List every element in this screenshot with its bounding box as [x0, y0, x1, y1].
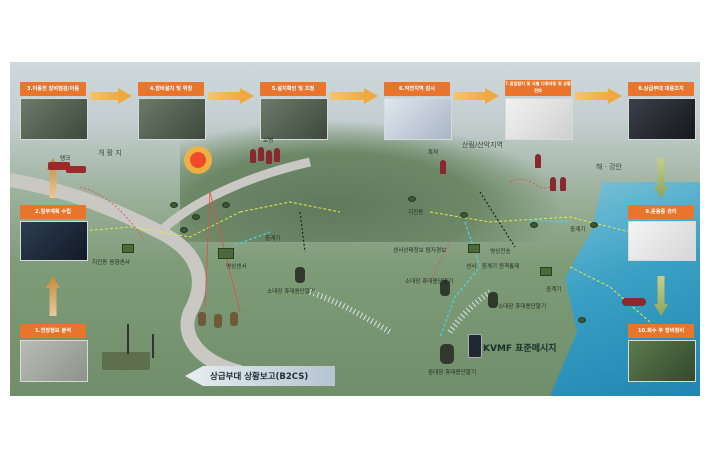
special-forces-icon: [440, 160, 446, 174]
step-10-label: 10.회수 후 장비정비: [628, 324, 694, 338]
seismic-sensor-icon: [460, 212, 468, 218]
arrow-6-7: [454, 92, 487, 100]
arrow-5-6-head: [364, 88, 378, 104]
enemy-soldier-icon: [274, 148, 280, 162]
special-forces-icon: [560, 177, 566, 191]
step-2-image: [20, 221, 88, 261]
platoon-terminal-label-2: 소대장 휴대용단말기: [405, 279, 454, 285]
step-2-label: 2.임무계획 수립: [20, 205, 86, 219]
step-10-image: [628, 340, 696, 382]
seismic-sensor-icon: [408, 196, 416, 202]
terrain-open-land: 개 활 지: [98, 149, 122, 157]
step-6-label: 6.작전지역 감시: [384, 82, 450, 96]
tank-icon-2: [66, 166, 86, 173]
friendly-soldier-icon: [214, 314, 222, 328]
platoon-leader-icon: [488, 292, 498, 308]
arrow-9-10: [654, 276, 668, 316]
area-sensor-label: 지진동: [408, 210, 424, 216]
relay-label-3: 중계기: [546, 287, 562, 293]
command-post-vehicle: [102, 352, 150, 370]
company-terminal-label: 중대장 휴대용단말기: [428, 370, 477, 376]
friendly-soldier-icon: [230, 312, 238, 326]
arrow-4-5-head: [240, 88, 254, 104]
handheld-terminal-icon: [468, 334, 482, 358]
seismic-sensor-icon: [530, 222, 538, 228]
kvmf-message-label: KVMF 표준메시지: [483, 344, 557, 354]
seismic-sensor-icon: [180, 227, 188, 233]
arrow-7-8-head: [608, 88, 622, 104]
enemy-soldier-icon: [250, 149, 256, 163]
enemy-soldier-icon: [266, 150, 272, 164]
arrow-5-6: [330, 92, 366, 100]
step-4-image: [138, 98, 206, 140]
relay-label-2: 중계기: [570, 227, 586, 233]
step-7-label: 7.침입탐지 및 식별 다중대응 및 상황전파: [505, 80, 571, 96]
special-forces-label: 특작: [428, 150, 439, 156]
arrow-8-9: [654, 158, 668, 198]
platoon-terminal-label-3: 소대장 휴대용단말기: [498, 304, 547, 310]
b2cs-report-arrow: [185, 366, 335, 386]
platoon-terminal-label-1: 소대장 휴대용단말기: [267, 289, 316, 295]
tank-label: 탱크: [60, 156, 71, 162]
scenario-illustration: 3.이동전 장비점검/이동 4.장비설치 및 위장 5.설치확인 및 조정 6.…: [10, 62, 700, 396]
step-9-image: [628, 221, 696, 261]
enemy-soldier-icon: [258, 147, 264, 161]
step-3-label: 3.이동전 장비점검/이동: [20, 82, 86, 96]
arrow-7-8: [575, 92, 610, 100]
relay-sensor-icon: [468, 244, 480, 253]
sensor-relay-label: 센서 · 중계기 원격통제: [466, 264, 520, 270]
b2cs-report-label: 상급부대 상황보고(B2CS): [210, 372, 309, 382]
infiltrator-boat-icon: [622, 298, 646, 306]
image-sensor-label: 영상센서: [226, 264, 247, 270]
terrain-coast: 해 · 강안: [596, 163, 622, 171]
image-sensor-icon: [218, 248, 234, 259]
acoustic-sensor-icon: [122, 244, 134, 253]
road-and-links: [10, 146, 651, 379]
seismic-sensor-icon: [222, 202, 230, 208]
terrain-forest: 산림/산악지역: [462, 141, 503, 149]
seismic-sensor-icon: [170, 202, 178, 208]
relay-sensor-icon: [540, 267, 552, 276]
infantry-label: 보병: [263, 138, 274, 144]
company-commander-icon: [440, 344, 454, 364]
seismic-sensor-icon: [192, 214, 200, 220]
step-9-label: 9.운용중 관리: [628, 205, 694, 219]
platoon-leader-icon: [295, 267, 305, 283]
friendly-soldier-icon: [198, 312, 206, 326]
special-forces-icon: [550, 177, 556, 191]
sensor-status-label: 센서상태정보 탐지경보: [393, 248, 447, 254]
antenna-icon: [152, 334, 154, 358]
arrow-1-2: [46, 276, 60, 316]
arrow-3-4: [90, 92, 120, 100]
step-5-image: [260, 98, 328, 140]
arrow-3-4-head: [118, 88, 132, 104]
image-capture-label: 영상전송: [490, 249, 511, 255]
step-1-label: 1.전장정보 분석: [20, 324, 86, 338]
step-4-label: 4.장비설치 및 위장: [138, 82, 204, 96]
step-6-image: [384, 98, 452, 140]
relay-label-1: 중계기: [265, 236, 281, 242]
arrow-4-5: [208, 92, 242, 100]
step-3-image: [20, 98, 88, 140]
step-5-label: 5.설치확인 및 조정: [260, 82, 326, 96]
seismic-sensor-icon: [590, 222, 598, 228]
seismic-acoustic-label: 지진동 음향센서: [92, 260, 130, 266]
step-7-image: [505, 98, 573, 140]
tank-icon: [48, 162, 70, 170]
platoon-leader-icon: [440, 280, 450, 296]
antenna-icon: [127, 324, 129, 354]
step-8-label: 8.상급부대 대응조치: [628, 82, 694, 96]
special-forces-icon: [535, 154, 541, 168]
seismic-sensor-icon: [578, 317, 586, 323]
step-1-image: [20, 340, 88, 382]
step-8-image: [628, 98, 696, 140]
arrow-6-7-head: [485, 88, 499, 104]
